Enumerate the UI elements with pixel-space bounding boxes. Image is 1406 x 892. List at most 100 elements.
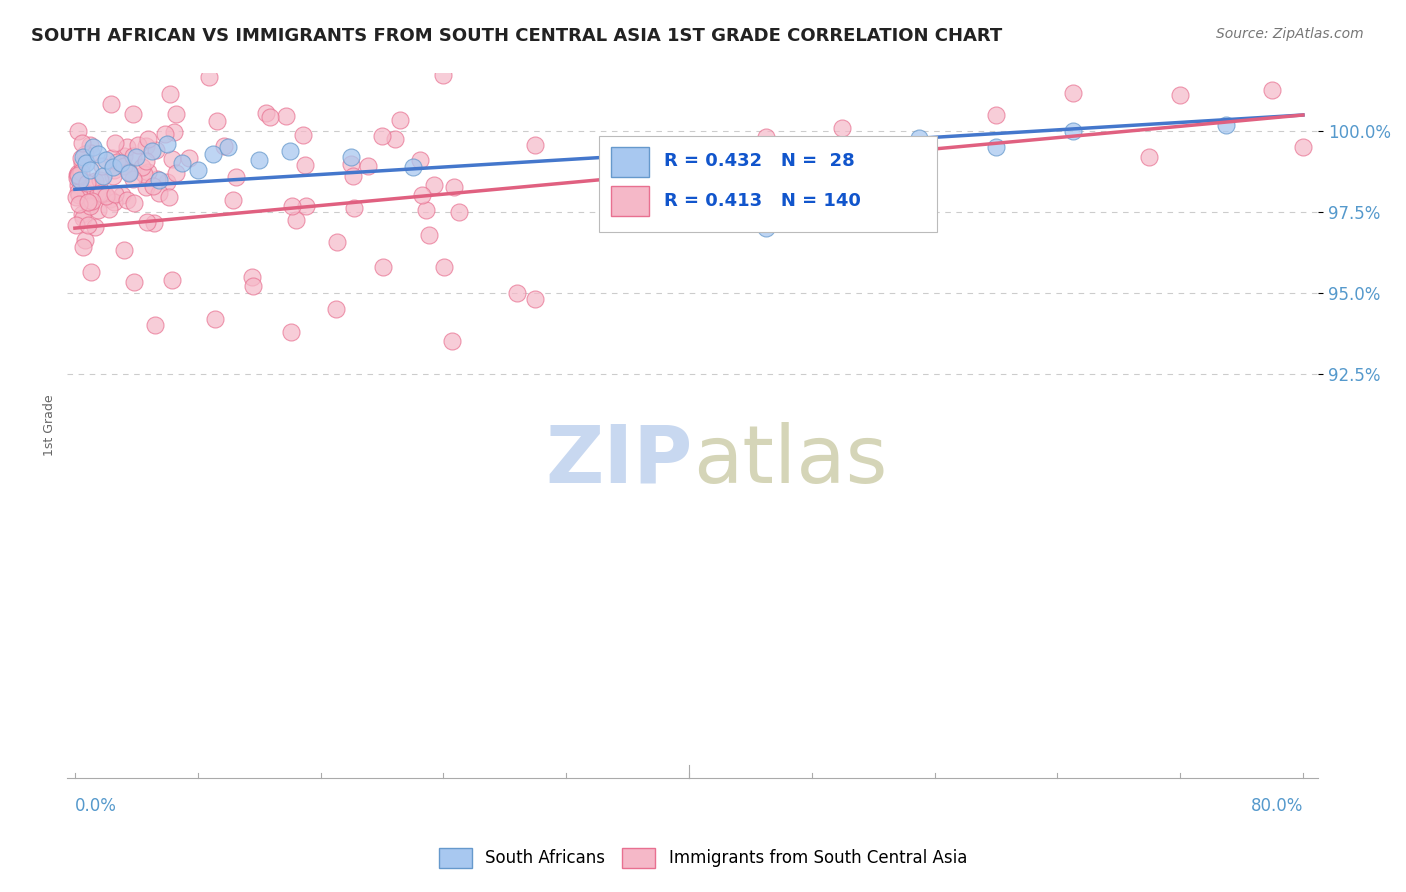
Point: [105, 154, 128, 169]
Point: [280, 325, 302, 339]
Point: [100, 96, 122, 111]
Point: [326, 235, 349, 249]
Point: [153, 127, 176, 141]
Point: [70, 136, 93, 150]
Point: [122, 196, 145, 211]
FancyBboxPatch shape: [612, 147, 650, 177]
Point: [177, 151, 200, 165]
Point: [111, 188, 134, 202]
Point: [135, 154, 157, 169]
Point: [411, 188, 433, 202]
Point: [104, 187, 127, 202]
Point: [162, 272, 184, 286]
Point: [447, 205, 470, 219]
Point: [170, 46, 193, 61]
Text: R = 0.432   N =  28: R = 0.432 N = 28: [664, 152, 855, 170]
Point: [122, 275, 145, 289]
Point: [84, 174, 107, 188]
Point: [357, 159, 380, 173]
Point: [121, 172, 143, 186]
Point: [1062, 124, 1084, 138]
Point: [141, 144, 163, 158]
Point: [247, 153, 270, 168]
Point: [423, 178, 446, 192]
Point: [156, 137, 179, 152]
Point: [103, 160, 125, 174]
Point: [281, 199, 304, 213]
Point: [72, 150, 94, 164]
Point: [1261, 83, 1284, 97]
Point: [1139, 150, 1161, 164]
Point: [415, 202, 437, 217]
Point: [143, 318, 166, 332]
Point: [1215, 18, 1237, 32]
Point: [342, 169, 364, 184]
Point: [1168, 87, 1191, 102]
Point: [97, 202, 120, 216]
Point: [125, 150, 148, 164]
Point: [294, 199, 316, 213]
Point: [122, 149, 145, 163]
Point: [138, 165, 160, 179]
Point: [291, 128, 314, 142]
Point: [65, 190, 87, 204]
Point: [72, 156, 94, 170]
Point: [75, 147, 97, 161]
Point: [506, 285, 529, 300]
Point: [73, 185, 96, 199]
Point: [96, 188, 118, 202]
Text: Source: ZipAtlas.com: Source: ZipAtlas.com: [1216, 27, 1364, 41]
Point: [256, 106, 278, 120]
Y-axis label: 1st Grade: 1st Grade: [44, 394, 56, 456]
Point: [984, 140, 1007, 154]
Text: 80.0%: 80.0%: [1250, 797, 1303, 815]
Text: ZIP: ZIP: [546, 422, 693, 500]
Point: [600, 150, 623, 164]
Point: [294, 158, 316, 172]
Point: [65, 219, 87, 233]
Point: [148, 172, 170, 186]
Text: SOUTH AFRICAN VS IMMIGRANTS FROM SOUTH CENTRAL ASIA 1ST GRADE CORRELATION CHART: SOUTH AFRICAN VS IMMIGRANTS FROM SOUTH C…: [31, 27, 1002, 45]
Point: [89, 173, 111, 187]
Point: [67, 178, 90, 193]
Point: [278, 144, 301, 158]
Point: [103, 195, 125, 210]
Point: [165, 107, 187, 121]
Point: [136, 215, 159, 229]
Point: [148, 186, 170, 200]
Point: [1292, 140, 1315, 154]
Point: [259, 110, 281, 124]
Point: [67, 197, 90, 211]
Point: [66, 171, 89, 186]
Point: [418, 228, 440, 243]
Point: [67, 169, 90, 183]
Point: [132, 167, 155, 181]
Point: [73, 234, 96, 248]
Point: [831, 120, 853, 135]
Point: [187, 163, 209, 178]
Point: [240, 269, 263, 284]
Point: [66, 168, 89, 182]
Point: [77, 195, 100, 210]
Point: [87, 146, 110, 161]
Point: [114, 159, 136, 173]
Point: [66, 185, 89, 199]
Point: [115, 194, 138, 208]
Point: [433, 260, 456, 275]
Point: [755, 221, 778, 235]
Point: [67, 169, 90, 183]
Point: [217, 140, 239, 154]
Point: [135, 139, 157, 153]
Point: [1215, 118, 1237, 132]
Point: [122, 107, 145, 121]
Point: [135, 180, 157, 194]
Point: [136, 131, 159, 145]
Point: [285, 212, 308, 227]
Point: [212, 139, 235, 153]
Point: [198, 70, 221, 84]
Point: [72, 240, 94, 254]
Point: [98, 192, 121, 206]
Point: [156, 175, 179, 189]
Point: [90, 186, 112, 200]
Point: [523, 292, 546, 306]
